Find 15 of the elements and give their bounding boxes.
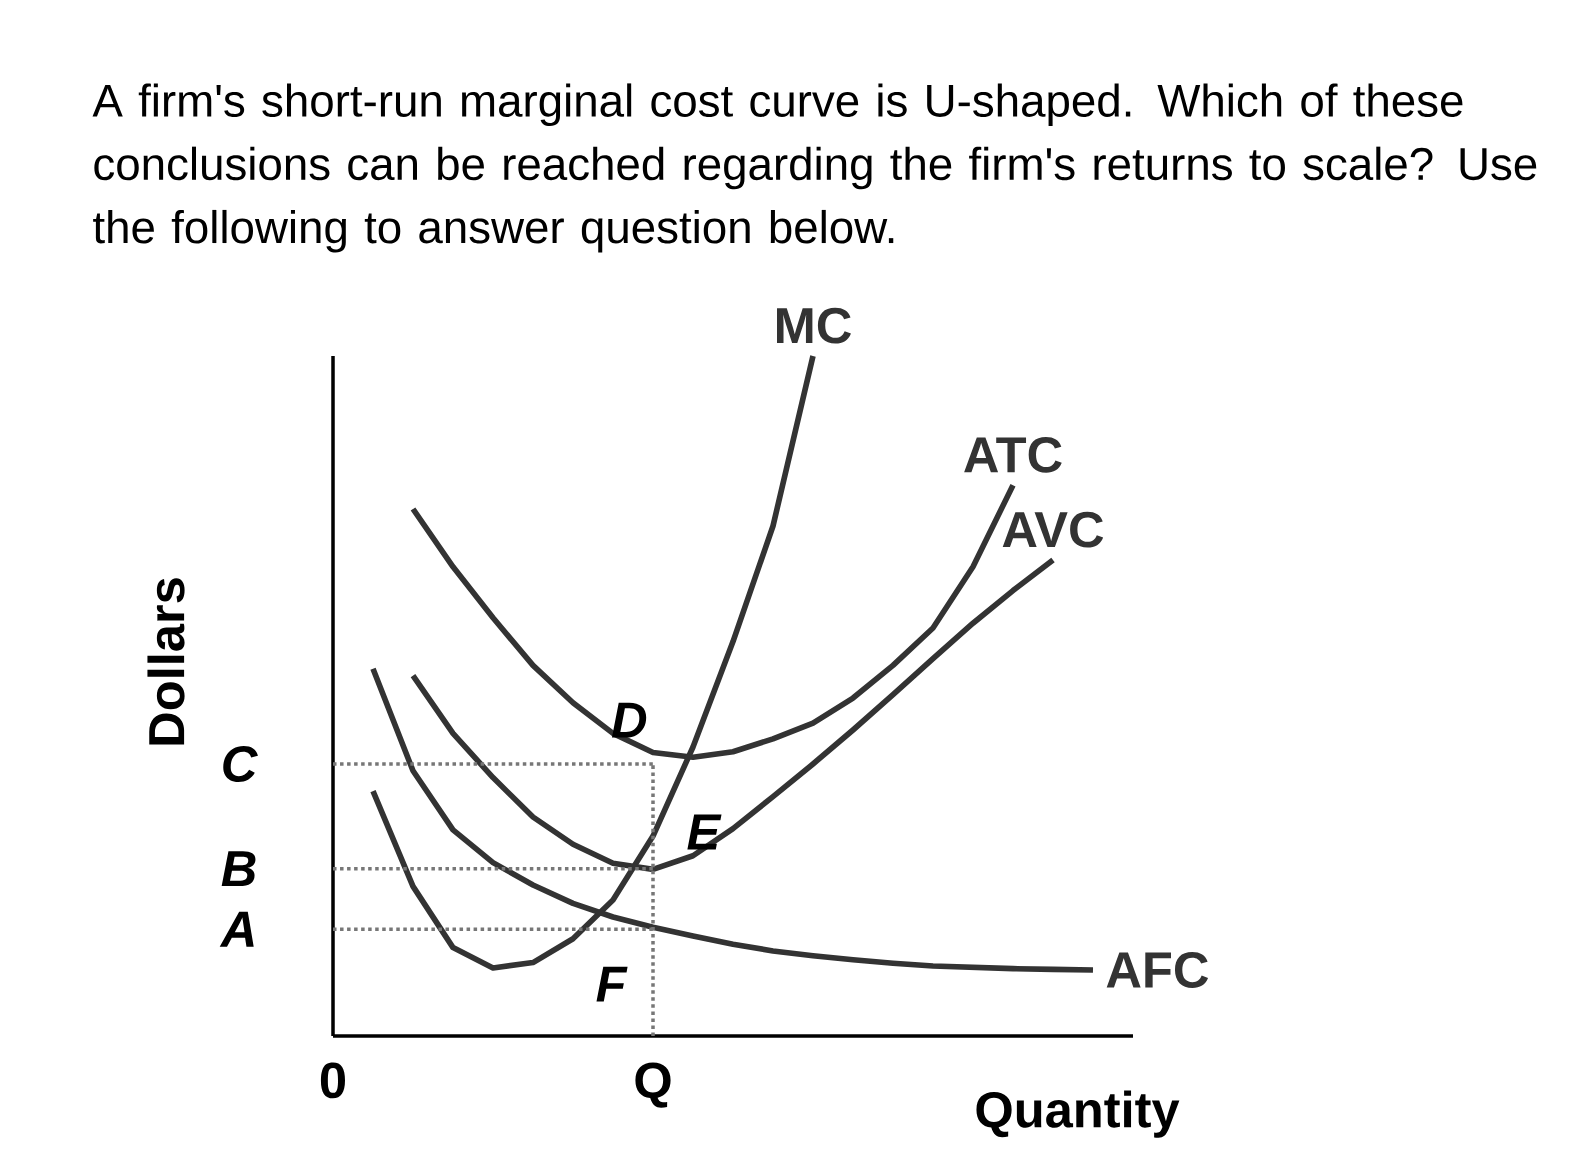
annotation: B	[221, 851, 256, 887]
y-axis-title: Dollars	[147, 578, 185, 745]
annotation: C	[223, 746, 258, 782]
series-label: MC	[777, 307, 851, 344]
series-label: AVC	[1002, 511, 1104, 548]
x-axis-title: Quantity	[976, 1090, 1180, 1138]
series-label: ATC	[964, 436, 1062, 473]
annotation: A	[219, 911, 254, 947]
chart-title: A firm's short-run marginal cost curve is U-shaped. Which of these conclusions can be reached regarding the firm's returns to scale? Use the following to answer question below.	[92, 83, 1537, 253]
annotation: F	[596, 966, 628, 1002]
x-tick-label: Q	[635, 1062, 671, 1108]
series-label: AFC	[1106, 952, 1209, 988]
annotation: D	[611, 702, 647, 738]
x-tick-label: 0	[320, 1062, 345, 1099]
annotation: E	[687, 814, 722, 850]
